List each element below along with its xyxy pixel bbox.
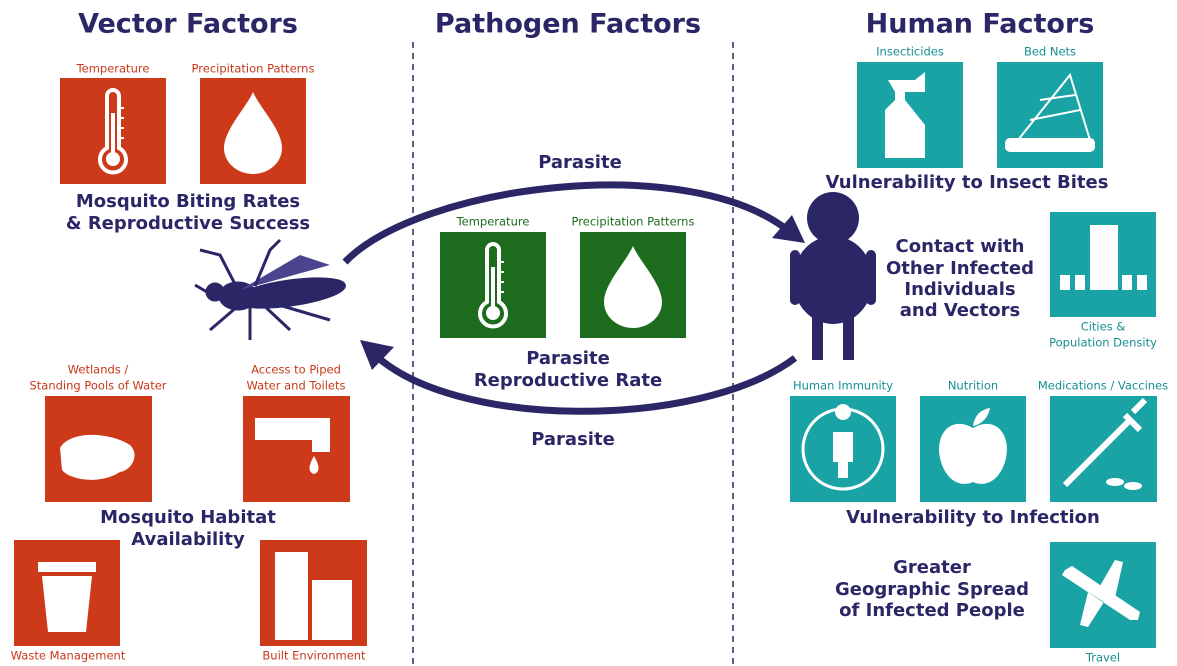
icon-label: Waste Management: [11, 649, 126, 663]
arrow-label: Parasite: [531, 429, 615, 450]
shape: [843, 310, 854, 360]
icon-label: Medications / Vaccines: [1038, 379, 1168, 393]
shape: [866, 250, 876, 305]
shape: [195, 285, 207, 292]
column-title: Human Factors: [866, 9, 1095, 40]
column-title: Vector Factors: [78, 9, 298, 40]
icon-label: Population Density: [1049, 336, 1157, 350]
shape: [793, 236, 873, 324]
pill: [1106, 478, 1124, 486]
icon-label: Travel: [1085, 651, 1120, 665]
icon-label: Precipitation Patterns: [192, 62, 315, 76]
shape: [812, 310, 823, 360]
arrow-label: Parasite: [538, 152, 622, 173]
mosquito: [195, 240, 346, 340]
shape: [207, 284, 223, 300]
icon-label: Bed Nets: [1024, 45, 1076, 59]
icon-label: Precipitation Patterns: [572, 215, 695, 229]
icon-label: Human Immunity: [793, 379, 893, 393]
icon-label: Wetlands /: [68, 363, 129, 377]
caption: of Infected People: [839, 600, 1025, 621]
caption: Greater: [893, 557, 971, 578]
icon-label: Access to Piped: [251, 363, 341, 377]
icon-label: Cities &: [1081, 320, 1126, 334]
caption: Vulnerability to Infection: [846, 507, 1100, 528]
diagram: Vector Factors Pathogen Factors Human Fa…: [0, 0, 1177, 666]
icon-label: Built Environment: [262, 649, 366, 663]
caption: Geographic Spread: [835, 579, 1029, 600]
caption: Mosquito Biting Rates: [76, 191, 300, 212]
pill: [1124, 482, 1142, 490]
caption: Contact with: [896, 236, 1025, 257]
icon-label: Standing Pools of Water: [29, 379, 166, 393]
column-title: Pathogen Factors: [435, 9, 701, 40]
caption: and Vectors: [900, 300, 1021, 321]
caption: Mosquito Habitat: [100, 507, 276, 528]
caption: Reproductive Rate: [474, 370, 662, 391]
icon-label: Insecticides: [876, 45, 944, 59]
caption: Other Infected: [886, 258, 1034, 279]
caption: Vulnerability to Insect Bites: [826, 172, 1109, 193]
caption: & Reproductive Success: [66, 213, 310, 234]
person: [790, 192, 876, 360]
caption: Parasite: [526, 348, 610, 369]
icon-label: Temperature: [76, 62, 150, 76]
icon-box: [243, 396, 350, 502]
arrow: [345, 185, 790, 262]
icon-label: Nutrition: [948, 379, 998, 393]
icon-label: Water and Toilets: [246, 379, 345, 393]
icon-label: Temperature: [456, 215, 530, 229]
caption: Individuals: [904, 279, 1015, 300]
caption: Availability: [131, 529, 245, 550]
bed-icon: [1005, 138, 1095, 152]
shape: [790, 250, 800, 305]
